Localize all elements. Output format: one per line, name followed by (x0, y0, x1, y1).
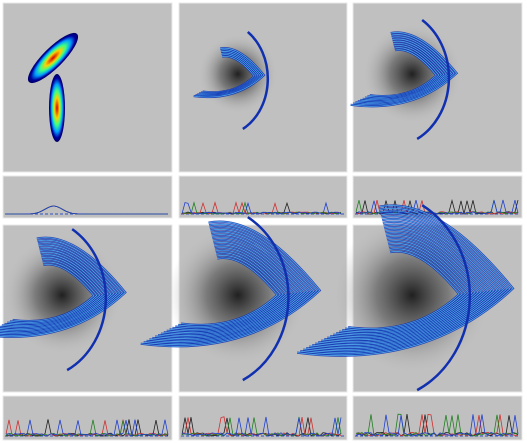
wavefront-core (0, 251, 109, 329)
wavefront-core (0, 244, 118, 333)
wavefront-core (157, 236, 302, 338)
wavefront-core (146, 226, 315, 344)
wavefront-core (348, 251, 460, 330)
wavefront-core (362, 42, 445, 101)
wavefront-core (321, 226, 489, 344)
wavefront-core (297, 205, 514, 357)
plot-panel (178, 175, 348, 219)
wavefront-core (178, 255, 281, 327)
wavefront-core (336, 240, 473, 336)
wavefront-core (12, 264, 95, 322)
plot-trace (5, 419, 169, 437)
wavefront-core (300, 207, 511, 355)
image-panel (2, 2, 173, 173)
wavefront-core (166, 244, 293, 333)
wavefront-core (333, 237, 476, 337)
wavefront-core (140, 221, 321, 347)
wavefront-core (155, 234, 306, 339)
wavefront-core (327, 232, 482, 341)
wavefront-core (0, 242, 121, 335)
plot-panel (2, 175, 173, 219)
shadow (197, 33, 278, 114)
wavefront-core (7, 259, 101, 325)
wavefront-core (306, 213, 504, 352)
wavefront-core (369, 49, 437, 97)
plot-trace (181, 201, 342, 215)
plot-trace (181, 416, 342, 437)
wavefront-core (152, 231, 309, 341)
wavefront-core (360, 40, 447, 102)
wavefront-core (0, 239, 123, 336)
wavefront-core (175, 252, 284, 329)
wavefront-core (172, 249, 287, 330)
field-blob (49, 74, 65, 142)
wavefront-core (303, 210, 508, 353)
wavefront-core (143, 223, 318, 345)
wavefront-core (0, 247, 115, 332)
wavefront-core (330, 234, 479, 339)
wavefront-core (318, 224, 492, 345)
wavefront-core (342, 245, 466, 333)
plot-panel (2, 395, 173, 441)
plot-trace (6, 205, 168, 215)
wavefront-core (163, 242, 296, 335)
wavefront-core (9, 261, 98, 323)
wavefront-core (315, 221, 495, 347)
wavefront-core (0, 249, 112, 331)
wavefront-core (364, 45, 442, 100)
outer-front (416, 204, 472, 392)
field-blob (27, 32, 79, 84)
wavefront-core (367, 47, 440, 98)
plot-trace (355, 414, 519, 437)
wavefront-core (355, 36, 453, 105)
wavefront-core (350, 32, 458, 107)
outer-front (242, 31, 270, 131)
wavefront-core (309, 216, 501, 350)
wavefront-core (352, 34, 455, 106)
wavefront-core (345, 248, 463, 331)
wavefront-core (180, 257, 278, 326)
wavefront-core (149, 229, 312, 342)
wavefront-core (324, 229, 485, 342)
wavefront-core (0, 237, 126, 338)
outer-front (66, 228, 108, 372)
wavefront-core (4, 256, 103, 326)
wavefront-core (193, 47, 265, 98)
outer-front (416, 18, 451, 141)
outer-front (242, 216, 290, 382)
wavefront-core (160, 239, 299, 336)
wavefront-core (312, 218, 498, 349)
